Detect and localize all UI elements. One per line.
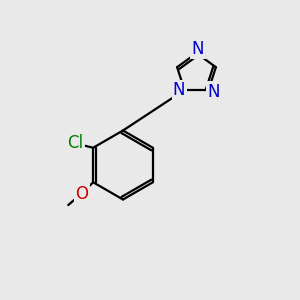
Text: Cl: Cl xyxy=(67,134,83,152)
Text: N: N xyxy=(173,81,185,99)
Text: N: N xyxy=(192,40,204,58)
Text: O: O xyxy=(75,184,88,203)
Text: N: N xyxy=(208,82,220,100)
